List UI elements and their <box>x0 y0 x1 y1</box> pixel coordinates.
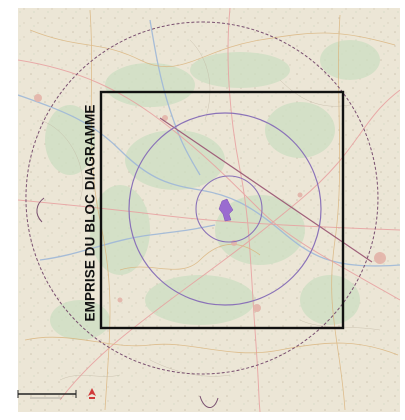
inner-circle-small <box>195 175 263 243</box>
site-marker-icon <box>218 198 234 222</box>
block-diagram-frame <box>99 90 345 330</box>
inner-circle-large <box>128 112 322 306</box>
scale-bar <box>17 390 77 399</box>
north-arrow-icon <box>88 388 96 399</box>
outer-perimeter-circle <box>25 21 379 375</box>
base-map <box>18 8 400 412</box>
perimeter-notch-left <box>36 197 45 223</box>
diagonal-line <box>159 117 373 263</box>
perimeter-notch-bottom <box>199 395 219 408</box>
block-diagram-label: EMPRISE DU BLOC DIAGRAMME <box>82 104 98 322</box>
